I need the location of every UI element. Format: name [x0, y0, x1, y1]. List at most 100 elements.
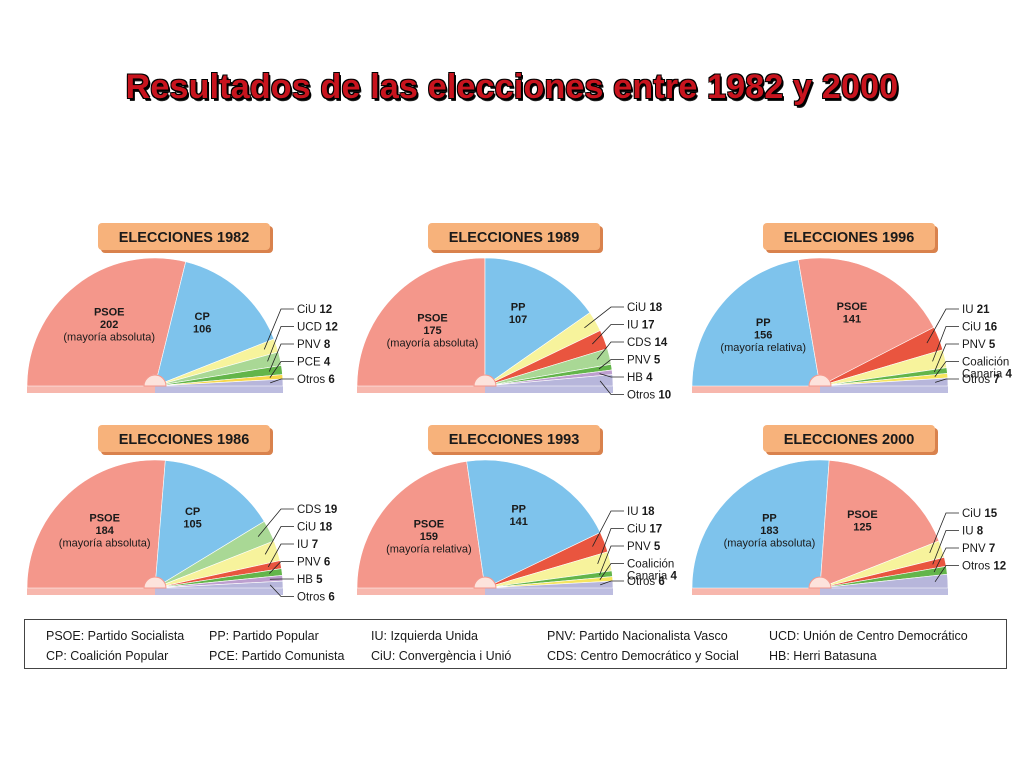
callout-line [933, 547, 959, 573]
hemicycle-base-right [820, 386, 948, 393]
chart-title: ELECCIONES 1996 [784, 230, 915, 246]
legend-item: UCD: Unión de Centro Democrático [769, 629, 968, 643]
slice-party: PP [511, 504, 526, 516]
callout-text: CDS 19 [297, 504, 337, 516]
callout-text: CiU 16 [962, 322, 997, 334]
slice-label-psoe: PSOE 184 (mayoría absoluta) [59, 512, 151, 549]
callout-line [269, 361, 294, 378]
legend-item: CDS: Centro Democrático y Social [547, 649, 739, 663]
slice-label-pp: PP 141 [510, 504, 528, 529]
callout-line [596, 341, 624, 360]
callout-label-ucd: UCD 12 [297, 322, 338, 334]
slice-label-pp: PP 156 (mayoría relativa) [720, 317, 806, 354]
callout-text: HB 5 [297, 574, 323, 586]
callout-line [929, 512, 959, 554]
slice-party: PSOE [414, 518, 445, 530]
callout-seats: 4 [643, 372, 653, 384]
chart-elecciones-1986: PSOE 184 (mayoría absoluta) CP 105 CDS 19 CiU … [26, 425, 337, 604]
legend-item: IU: Izquierda Unida [371, 629, 479, 643]
slice-note: (mayoría relativa) [386, 543, 472, 555]
slice-seats: 183 [760, 525, 778, 537]
callout-text: CiU 12 [297, 304, 332, 316]
slice-label-psoe: PSOE 141 [837, 301, 868, 326]
callout-text: Otros 6 [297, 374, 335, 386]
slice-label-pp: PP 183 (mayoría absoluta) [724, 513, 816, 550]
title-banner [428, 223, 600, 250]
callout-line [598, 359, 624, 370]
callout-line [599, 380, 624, 395]
callout-line [934, 361, 959, 377]
callout-label-pce: PCE 4 [297, 357, 331, 369]
callout-seats: 16 [981, 322, 997, 334]
callout-label-iu: IU 18 [627, 506, 655, 518]
chart-elecciones-1993: PSOE 159 (mayoría relativa) PP 141 IU 18 CiU 1… [356, 425, 677, 595]
slice-note: (mayoría absoluta) [387, 338, 479, 350]
callout-seats: 6 [321, 557, 331, 569]
callout-text: IU 18 [627, 506, 655, 518]
callout-line [932, 326, 959, 362]
hemicycle-hub [473, 576, 497, 589]
slice-seats: 107 [509, 314, 527, 326]
legend-item: PSOE: Partido Socialista [46, 629, 185, 643]
slice-party: PP [511, 301, 526, 313]
callout-seats: 12 [316, 304, 332, 316]
callout-label-pnv: PNV 5 [627, 355, 661, 367]
callout-label-iu: IU 8 [962, 526, 984, 538]
callout-label-hb: HB 5 [297, 574, 323, 586]
callout-text: Otros 12 [962, 561, 1006, 573]
title-banner [763, 223, 935, 250]
callout-line [597, 528, 624, 565]
callout-label-pnv: PNV 7 [962, 543, 995, 555]
callout-label-otros: Otros 7 [962, 374, 1000, 386]
chart-title: ELECCIONES 1982 [119, 230, 250, 246]
legend-item: CiU: Convergència i Unió [371, 649, 512, 663]
callout-line [257, 508, 294, 537]
callout-label-ciu: CiU 12 [297, 304, 332, 316]
callout-text: PNV 6 [297, 557, 330, 569]
callout-label-otros: Otros 6 [627, 576, 665, 588]
callout-line [934, 565, 959, 583]
callout-line [269, 584, 294, 597]
callout-line [267, 543, 294, 568]
slice-party: PSOE [94, 307, 125, 319]
hemicycle-hub [143, 374, 167, 387]
callout-text: PNV 7 [962, 543, 995, 555]
callout-seats: 6 [325, 592, 335, 604]
callout-label-ciu: CiU 18 [297, 522, 333, 534]
callout-text: Otros 6 [627, 576, 665, 588]
callout-line [932, 530, 959, 565]
callout-text: IU 21 [962, 304, 990, 316]
callout-seats: 17 [646, 524, 662, 536]
callout-label-pnv: PNV 8 [297, 339, 331, 351]
slice-seats: 159 [420, 531, 438, 543]
legend-item: PP: Partido Popular [209, 629, 319, 643]
title-banner [763, 425, 935, 452]
slice-label-psoe: PSOE 125 [847, 509, 878, 534]
callout-label-pnv: PNV 5 [627, 541, 661, 553]
slice-label-psoe: PSOE 159 (mayoría relativa) [386, 518, 472, 555]
callout-line [599, 373, 624, 378]
callout-seats: 5 [986, 339, 996, 351]
slice-party: CP [195, 311, 210, 323]
callout-line [269, 561, 294, 574]
callout-seats: 7 [309, 539, 319, 551]
callout-text: PCE 4 [297, 357, 331, 369]
callout-line [270, 378, 294, 384]
callout-label-cds: CDS 19 [297, 504, 337, 516]
callout-seats: 8 [321, 339, 331, 351]
callout-seats: 12 [990, 561, 1006, 573]
callout-text: Canaria 4 [962, 369, 1012, 381]
slice-label-pp: PP 107 [509, 301, 527, 326]
callout-label-iu: IU 7 [297, 539, 318, 551]
slice-seats: 184 [95, 525, 114, 537]
callout-seats: 5 [313, 574, 323, 586]
callout-text: Canaria 4 [627, 571, 677, 583]
callout-text: CDS 14 [627, 337, 668, 349]
slice-seats: 141 [510, 516, 528, 528]
callout-line [268, 343, 294, 372]
slice-seats: 175 [423, 325, 441, 337]
callout-label-pnv: PNV 6 [297, 557, 330, 569]
legend-item: PNV: Partido Nacionalista Vasco [547, 629, 728, 643]
slice-party: PSOE [847, 509, 878, 521]
